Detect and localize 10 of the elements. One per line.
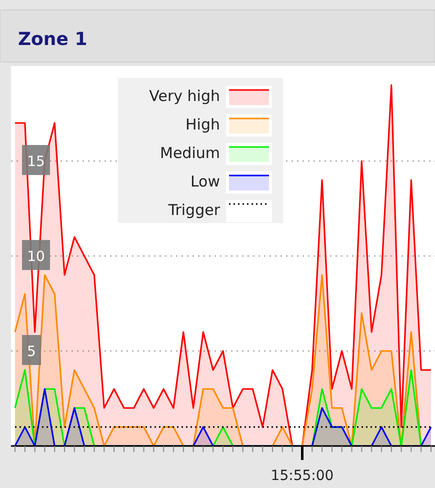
x-tick-label: 15:55:00 xyxy=(270,468,334,484)
y-tick-label: 5 xyxy=(27,344,36,360)
legend-label: Low xyxy=(190,172,220,190)
chart-title: Zone 1 xyxy=(18,29,88,50)
legend-label: Very high xyxy=(149,87,220,105)
legend-label: Medium xyxy=(160,144,220,162)
legend-label: Trigger xyxy=(167,201,221,219)
y-tick-label: 15 xyxy=(27,154,45,170)
legend-label: High xyxy=(186,116,220,134)
y-tick-label: 10 xyxy=(27,249,45,265)
